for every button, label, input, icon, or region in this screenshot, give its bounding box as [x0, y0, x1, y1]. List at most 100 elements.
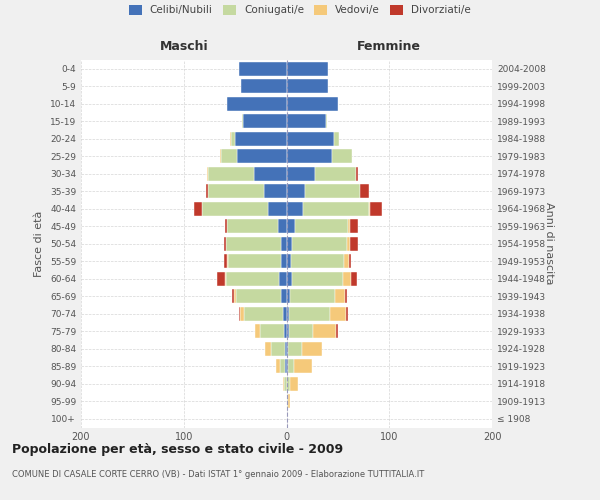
Bar [287, 236, 292, 251]
Bar [224, 254, 227, 268]
Bar [244, 114, 287, 128]
Bar [348, 219, 350, 234]
Bar [287, 166, 315, 181]
Bar [287, 202, 303, 216]
Bar [276, 359, 280, 374]
Bar [280, 359, 286, 374]
Bar [332, 149, 352, 164]
Bar [239, 62, 287, 76]
Bar [287, 149, 332, 164]
Bar [289, 324, 313, 338]
Bar [334, 132, 339, 146]
Bar [295, 219, 348, 234]
Bar [287, 324, 289, 338]
Bar [287, 254, 290, 268]
Bar [230, 132, 231, 146]
Bar [347, 236, 350, 251]
Bar [281, 289, 287, 304]
Bar [268, 202, 287, 216]
Bar [242, 114, 244, 128]
Bar [293, 359, 312, 374]
Bar [290, 289, 335, 304]
Bar [244, 306, 283, 321]
Bar [335, 289, 345, 304]
Bar [356, 166, 358, 181]
Bar [290, 254, 344, 268]
Bar [346, 306, 348, 321]
Bar [284, 324, 287, 338]
Bar [278, 219, 287, 234]
Bar [302, 342, 322, 356]
Bar [283, 306, 287, 321]
Bar [231, 132, 235, 146]
Legend: Celibi/Nubili, Coniugati/e, Vedovi/e, Divorziati/e: Celibi/Nubili, Coniugati/e, Vedovi/e, Di… [129, 5, 471, 15]
Bar [237, 149, 287, 164]
Bar [239, 306, 240, 321]
Bar [217, 272, 225, 286]
Bar [240, 306, 244, 321]
Bar [292, 272, 343, 286]
Bar [234, 289, 236, 304]
Bar [315, 166, 356, 181]
Bar [345, 289, 347, 304]
Bar [305, 184, 361, 198]
Bar [287, 184, 305, 198]
Bar [241, 79, 287, 94]
Bar [228, 254, 281, 268]
Bar [236, 289, 281, 304]
Y-axis label: Anni di nascita: Anni di nascita [544, 202, 554, 285]
Bar [287, 289, 290, 304]
Bar [225, 219, 227, 234]
Bar [351, 272, 358, 286]
Bar [264, 184, 287, 198]
Bar [287, 79, 328, 94]
Bar [287, 376, 290, 391]
Bar [227, 219, 278, 234]
Bar [224, 236, 226, 251]
Bar [227, 254, 228, 268]
Bar [281, 236, 287, 251]
Text: Maschi: Maschi [160, 40, 208, 52]
Bar [283, 376, 284, 391]
Y-axis label: Fasce di età: Fasce di età [34, 210, 44, 277]
Bar [329, 306, 346, 321]
Bar [292, 236, 347, 251]
Bar [202, 202, 268, 216]
Bar [254, 324, 260, 338]
Bar [280, 272, 287, 286]
Bar [235, 132, 287, 146]
Bar [206, 184, 208, 198]
Bar [260, 324, 284, 338]
Bar [286, 342, 287, 356]
Bar [287, 96, 338, 111]
Bar [225, 272, 226, 286]
Bar [287, 394, 290, 408]
Bar [287, 359, 293, 374]
Bar [287, 306, 289, 321]
Bar [349, 254, 351, 268]
Bar [265, 342, 271, 356]
Bar [271, 342, 286, 356]
Text: Popolazione per età, sesso e stato civile - 2009: Popolazione per età, sesso e stato civil… [12, 442, 343, 456]
Bar [284, 376, 287, 391]
Bar [287, 132, 334, 146]
Bar [290, 376, 298, 391]
Bar [220, 149, 221, 164]
Bar [254, 166, 287, 181]
Bar [227, 96, 287, 111]
Bar [208, 184, 264, 198]
Text: Femmine: Femmine [357, 40, 421, 52]
Bar [194, 202, 202, 216]
Bar [221, 149, 237, 164]
Bar [361, 184, 369, 198]
Bar [344, 254, 349, 268]
Bar [232, 289, 234, 304]
Text: COMUNE DI CASALE CORTE CERRO (VB) - Dati ISTAT 1° gennaio 2009 - Elaborazione TU: COMUNE DI CASALE CORTE CERRO (VB) - Dati… [12, 470, 424, 479]
Bar [287, 272, 292, 286]
Bar [369, 202, 370, 216]
Bar [287, 62, 328, 76]
Bar [226, 236, 281, 251]
Bar [289, 306, 329, 321]
Bar [343, 272, 351, 286]
Bar [313, 324, 336, 338]
